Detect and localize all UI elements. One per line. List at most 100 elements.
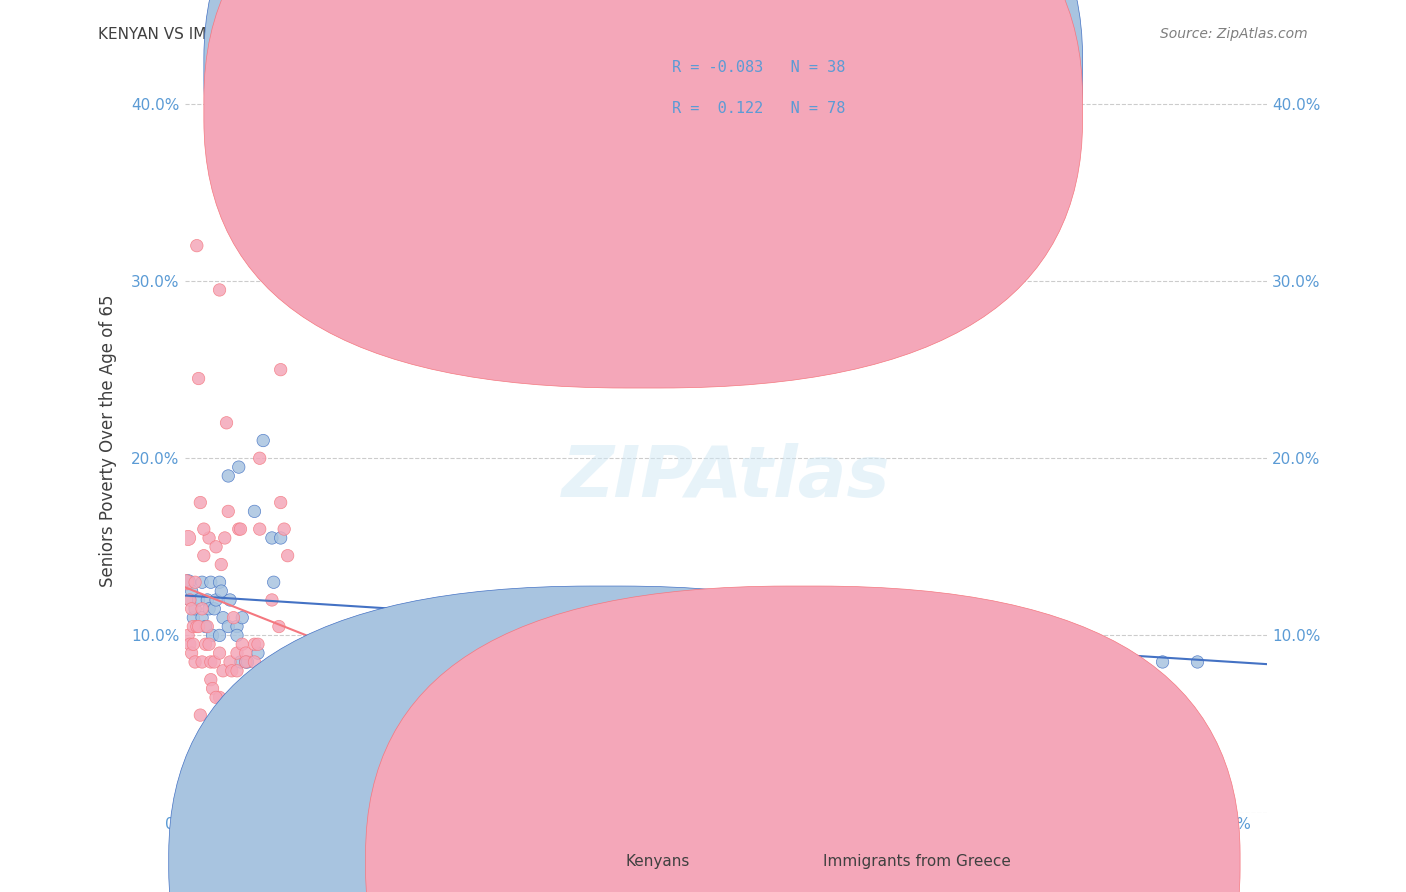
Point — [209, 558, 232, 572]
Point — [195, 619, 218, 633]
Point — [205, 540, 228, 554]
Point — [184, 655, 207, 669]
Point — [257, 664, 280, 678]
Point — [200, 575, 222, 590]
Point — [208, 283, 231, 297]
Point — [295, 681, 318, 696]
Point — [1152, 655, 1174, 669]
Point — [263, 575, 285, 590]
Point — [191, 610, 214, 624]
Text: Immigrants from Greece: Immigrants from Greece — [823, 855, 1011, 869]
Point — [228, 460, 250, 475]
Point — [235, 655, 257, 669]
Point — [188, 495, 211, 509]
Point — [277, 549, 299, 563]
Point — [243, 637, 266, 651]
Point — [228, 522, 250, 536]
Point — [188, 708, 211, 723]
Point — [208, 690, 231, 705]
Text: KENYAN VS IMMIGRANTS FROM GREECE SENIORS POVERTY OVER THE AGE OF 65 CORRELATION : KENYAN VS IMMIGRANTS FROM GREECE SENIORS… — [98, 27, 889, 42]
Point — [184, 602, 207, 616]
Point — [260, 593, 283, 607]
Point — [263, 699, 285, 714]
Point — [236, 681, 259, 696]
Point — [235, 655, 257, 669]
Point — [226, 628, 249, 642]
Point — [186, 619, 208, 633]
Point — [202, 602, 225, 616]
Point — [180, 646, 202, 660]
Point — [179, 593, 201, 607]
Point — [226, 646, 249, 660]
Text: Kenyans: Kenyans — [626, 855, 690, 869]
Point — [180, 602, 202, 616]
Point — [270, 743, 292, 757]
Point — [273, 522, 295, 536]
Point — [235, 646, 257, 660]
Point — [270, 531, 292, 545]
Point — [193, 522, 215, 536]
Point — [231, 610, 253, 624]
Point — [183, 619, 205, 633]
Point — [208, 628, 231, 642]
Point — [229, 522, 252, 536]
Text: R =  0.122   N = 78: R = 0.122 N = 78 — [672, 102, 845, 116]
Point — [187, 619, 209, 633]
Point — [215, 416, 238, 430]
Point — [180, 584, 202, 599]
Point — [191, 655, 214, 669]
Point — [198, 637, 221, 651]
Point — [209, 584, 232, 599]
Point — [260, 690, 283, 705]
Point — [191, 575, 214, 590]
Point — [281, 274, 304, 288]
Point — [226, 664, 249, 678]
Point — [212, 610, 235, 624]
Point — [304, 655, 326, 669]
Point — [183, 637, 205, 651]
Point — [229, 655, 252, 669]
Point — [217, 619, 239, 633]
Point — [219, 593, 242, 607]
Point — [177, 575, 200, 590]
Point — [264, 655, 287, 669]
Point — [200, 655, 222, 669]
Point — [179, 637, 201, 651]
Point — [212, 664, 235, 678]
Point — [200, 673, 222, 687]
Point — [236, 655, 259, 669]
Point — [193, 549, 215, 563]
Point — [195, 593, 218, 607]
Point — [278, 743, 301, 757]
Point — [198, 531, 221, 545]
Point — [208, 646, 231, 660]
Point — [284, 681, 307, 696]
Point — [226, 619, 249, 633]
Point — [221, 664, 243, 678]
Y-axis label: Seniors Poverty Over the Age of 65: Seniors Poverty Over the Age of 65 — [100, 294, 117, 587]
Point — [198, 602, 221, 616]
Point — [287, 690, 309, 705]
Point — [208, 575, 231, 590]
Point — [243, 655, 266, 669]
Point — [201, 681, 224, 696]
Point — [187, 593, 209, 607]
Point — [267, 734, 290, 748]
Point — [252, 434, 274, 448]
Point — [243, 504, 266, 518]
Point — [177, 531, 200, 545]
Point — [202, 655, 225, 669]
Point — [183, 610, 205, 624]
Point — [231, 637, 253, 651]
Point — [252, 690, 274, 705]
Point — [264, 655, 287, 669]
Point — [177, 628, 200, 642]
Point — [186, 238, 208, 252]
Point — [176, 575, 198, 590]
Point — [222, 610, 245, 624]
Point — [179, 593, 201, 607]
Point — [267, 619, 290, 633]
Point — [278, 664, 301, 678]
Point — [205, 593, 228, 607]
Point — [217, 504, 239, 518]
